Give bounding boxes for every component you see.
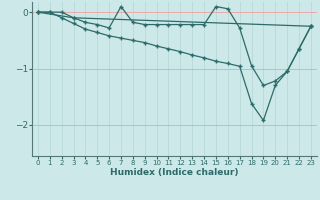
X-axis label: Humidex (Indice chaleur): Humidex (Indice chaleur) [110,168,239,177]
